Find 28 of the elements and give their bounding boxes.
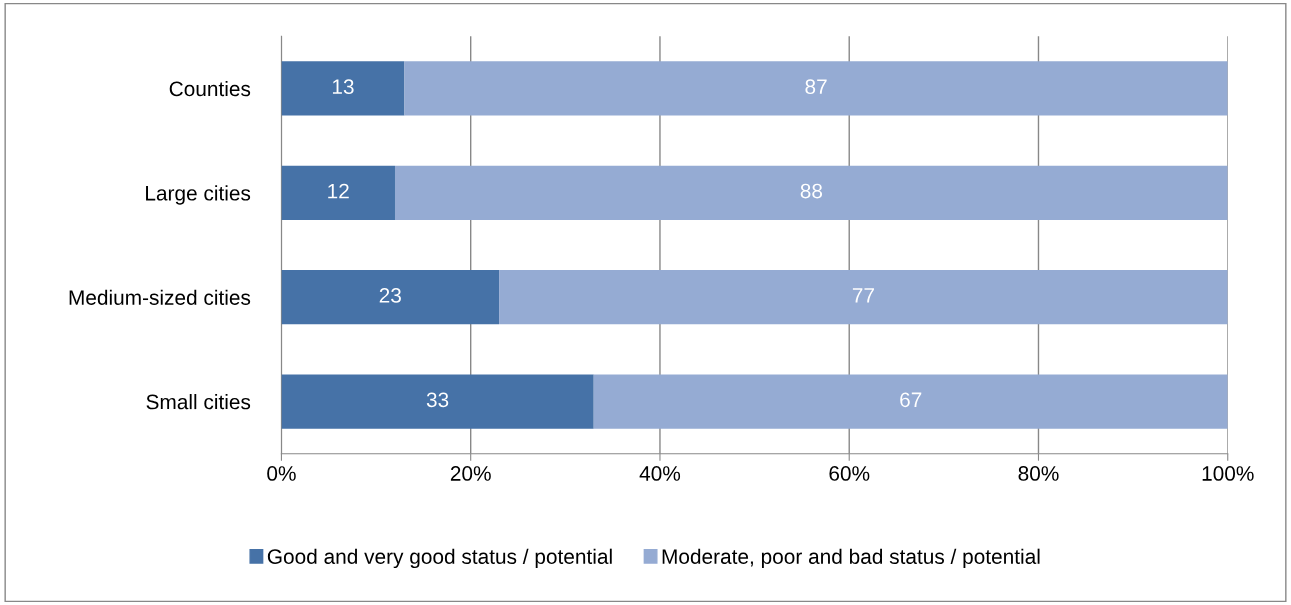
x-tick-label: 60% [829,466,870,481]
bar [281,61,405,116]
y-tick-label: Small cities [146,394,251,410]
data-label: 67 [900,392,922,408]
x-tick-label: 20% [450,466,491,481]
y-tick-label: Counties [169,80,251,97]
bar [499,270,1228,325]
x-tick-label: 100% [1202,466,1254,481]
bar [281,270,500,325]
data-label: 13 [332,79,354,95]
bar [281,165,395,220]
data-label: 88 [800,183,823,199]
legend-label: Moderate, poor and bad status / potential [662,548,1040,569]
bar [281,374,594,429]
x-tick-label: 40% [639,466,681,481]
legend-label: Good and very good status / potential [267,548,612,569]
y-tick-label: Large cities [146,185,251,205]
bar [404,61,1228,116]
x-tick-label: 80% [1018,466,1059,481]
bar [593,374,1228,429]
data-label: 23 [379,288,401,303]
data-label: 87 [805,79,827,95]
bar [394,165,1228,220]
data-label: 12 [328,183,349,199]
y-tick-label: Medium-sized cities [69,289,251,305]
data-label: 33 [426,392,449,408]
data-label: 77 [852,288,874,303]
x-tick-label: 0% [267,466,296,481]
